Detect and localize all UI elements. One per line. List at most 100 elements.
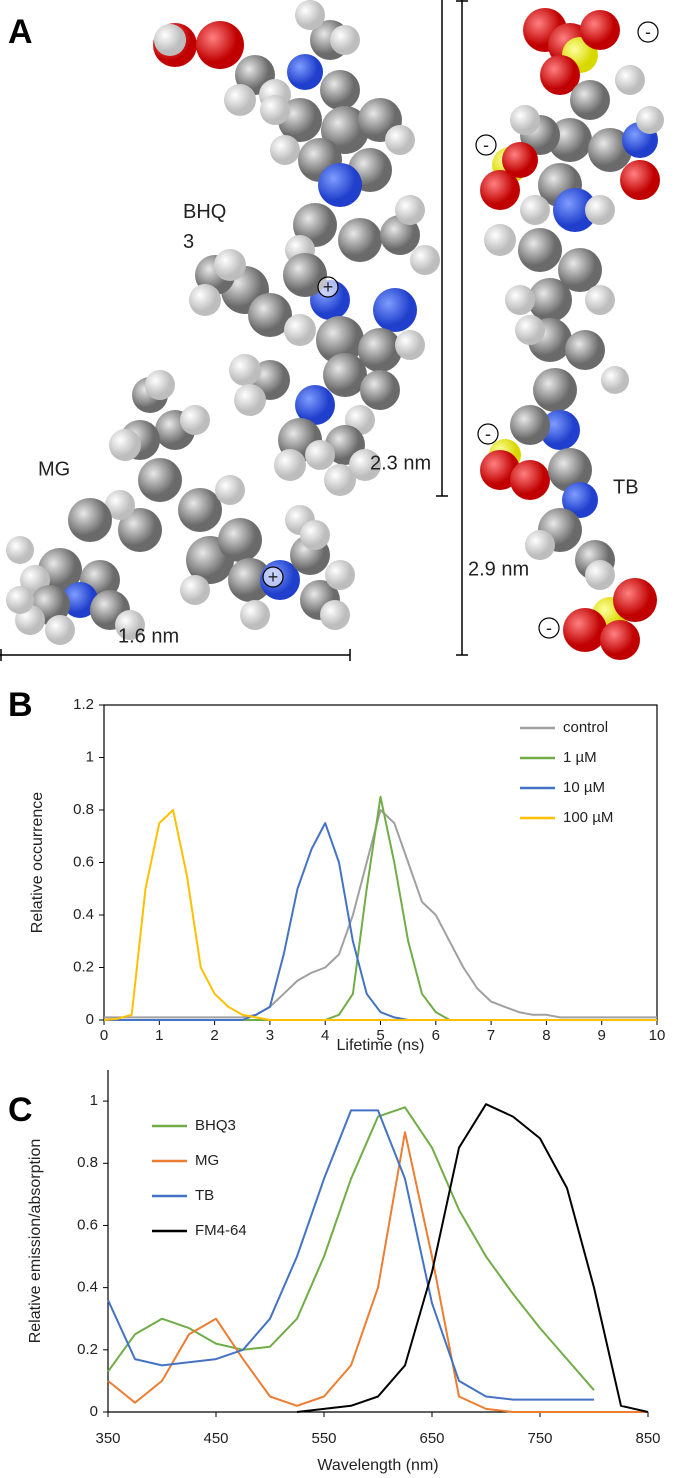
atom: [62, 582, 98, 618]
charge-circle: [637, 21, 659, 43]
x-tick-label: 450: [203, 1430, 228, 1447]
x-tick-label: 4: [321, 1027, 329, 1044]
atom: [324, 464, 356, 496]
atom: [283, 253, 327, 297]
x-tick-label: 2: [210, 1027, 218, 1044]
atom: [585, 285, 615, 315]
series-line: [104, 795, 657, 1021]
atom: [373, 288, 417, 332]
atom: [316, 316, 364, 364]
atom: [154, 24, 186, 56]
atom: [565, 330, 605, 370]
atom: [138, 458, 182, 502]
y-axis-label: Relative emission/absorption: [27, 1139, 44, 1344]
atom: [229, 354, 261, 386]
atom: [196, 21, 244, 69]
y-tick-label: 0.6: [77, 1216, 98, 1233]
atom: [480, 170, 520, 210]
atom: [385, 125, 415, 155]
legend-label: TB: [195, 1187, 214, 1204]
y-axis-label: Relative occurrence: [29, 792, 46, 934]
atom: [563, 608, 607, 652]
atom: [502, 142, 538, 178]
atom: [228, 558, 272, 602]
molecule-label: MG: [38, 458, 70, 480]
atom: [484, 224, 516, 256]
atom: [553, 188, 597, 232]
atom: [115, 610, 145, 640]
atom: [349, 449, 381, 481]
atom: [540, 410, 580, 450]
atom: [518, 228, 562, 272]
y-tick-label: 0.8: [77, 1154, 98, 1171]
x-tick-label: 7: [487, 1027, 495, 1044]
atom: [540, 55, 580, 95]
charge-sign: -: [546, 618, 552, 638]
y-tick-label: 0: [86, 1011, 94, 1028]
atom: [580, 10, 620, 50]
y-tick-label: 0.4: [77, 1279, 98, 1296]
atom: [321, 106, 369, 154]
atom: [601, 366, 629, 394]
y-tick-label: 0.4: [73, 906, 94, 923]
atom: [224, 84, 256, 116]
legend-label: 10 µM: [563, 779, 605, 796]
atom: [145, 370, 175, 400]
atom: [585, 560, 615, 590]
legend-label: control: [563, 719, 608, 736]
atom: [548, 448, 592, 492]
x-tick-label: 550: [311, 1430, 336, 1447]
series-line: [107, 1106, 595, 1391]
atom: [620, 160, 660, 200]
panel-label: B: [8, 686, 33, 724]
y-tick-label: 0.2: [77, 1341, 98, 1358]
atom: [6, 536, 34, 564]
atom: [562, 482, 598, 518]
x-tick-label: 6: [432, 1027, 440, 1044]
atom: [105, 490, 135, 520]
legend-label: MG: [195, 1152, 219, 1169]
charge-circle: [477, 423, 499, 445]
series-line: [104, 809, 657, 1019]
atom: [178, 488, 222, 532]
atom: [360, 370, 400, 410]
atom: [558, 248, 602, 292]
atom: [613, 578, 657, 622]
atom: [260, 95, 290, 125]
y-tick-label: 1: [90, 1092, 98, 1109]
atom: [636, 106, 664, 134]
atom: [330, 25, 360, 55]
charge-sign: +: [268, 567, 279, 587]
atom: [320, 70, 360, 110]
dimension-label: 2.3 nm: [370, 452, 431, 474]
panel-label: C: [8, 1091, 33, 1129]
series-line: [107, 1109, 594, 1401]
atom: [305, 440, 335, 470]
charge-circle: [538, 617, 560, 639]
charge-sign: -: [485, 424, 491, 444]
atom: [510, 105, 540, 135]
x-tick-label: 8: [542, 1027, 550, 1044]
atom: [180, 405, 210, 435]
charge-circle: [262, 566, 284, 588]
y-tick-label: 0.2: [73, 958, 94, 975]
x-tick-label: 650: [419, 1430, 444, 1447]
atom: [338, 218, 382, 262]
atom: [615, 65, 645, 95]
atom: [318, 163, 362, 207]
atom: [274, 449, 306, 481]
atom: [118, 508, 162, 552]
atom: [284, 314, 316, 346]
series-line: [107, 1131, 648, 1413]
charge-circle: [475, 134, 497, 156]
atom: [510, 405, 550, 445]
x-tick-label: 1: [155, 1027, 163, 1044]
x-tick-label: 0: [100, 1027, 108, 1044]
atom: [600, 620, 640, 660]
atom: [45, 615, 75, 645]
charge-circle: [317, 276, 339, 298]
atom: [109, 429, 141, 461]
series-line: [104, 822, 657, 1021]
atom: [180, 575, 210, 605]
